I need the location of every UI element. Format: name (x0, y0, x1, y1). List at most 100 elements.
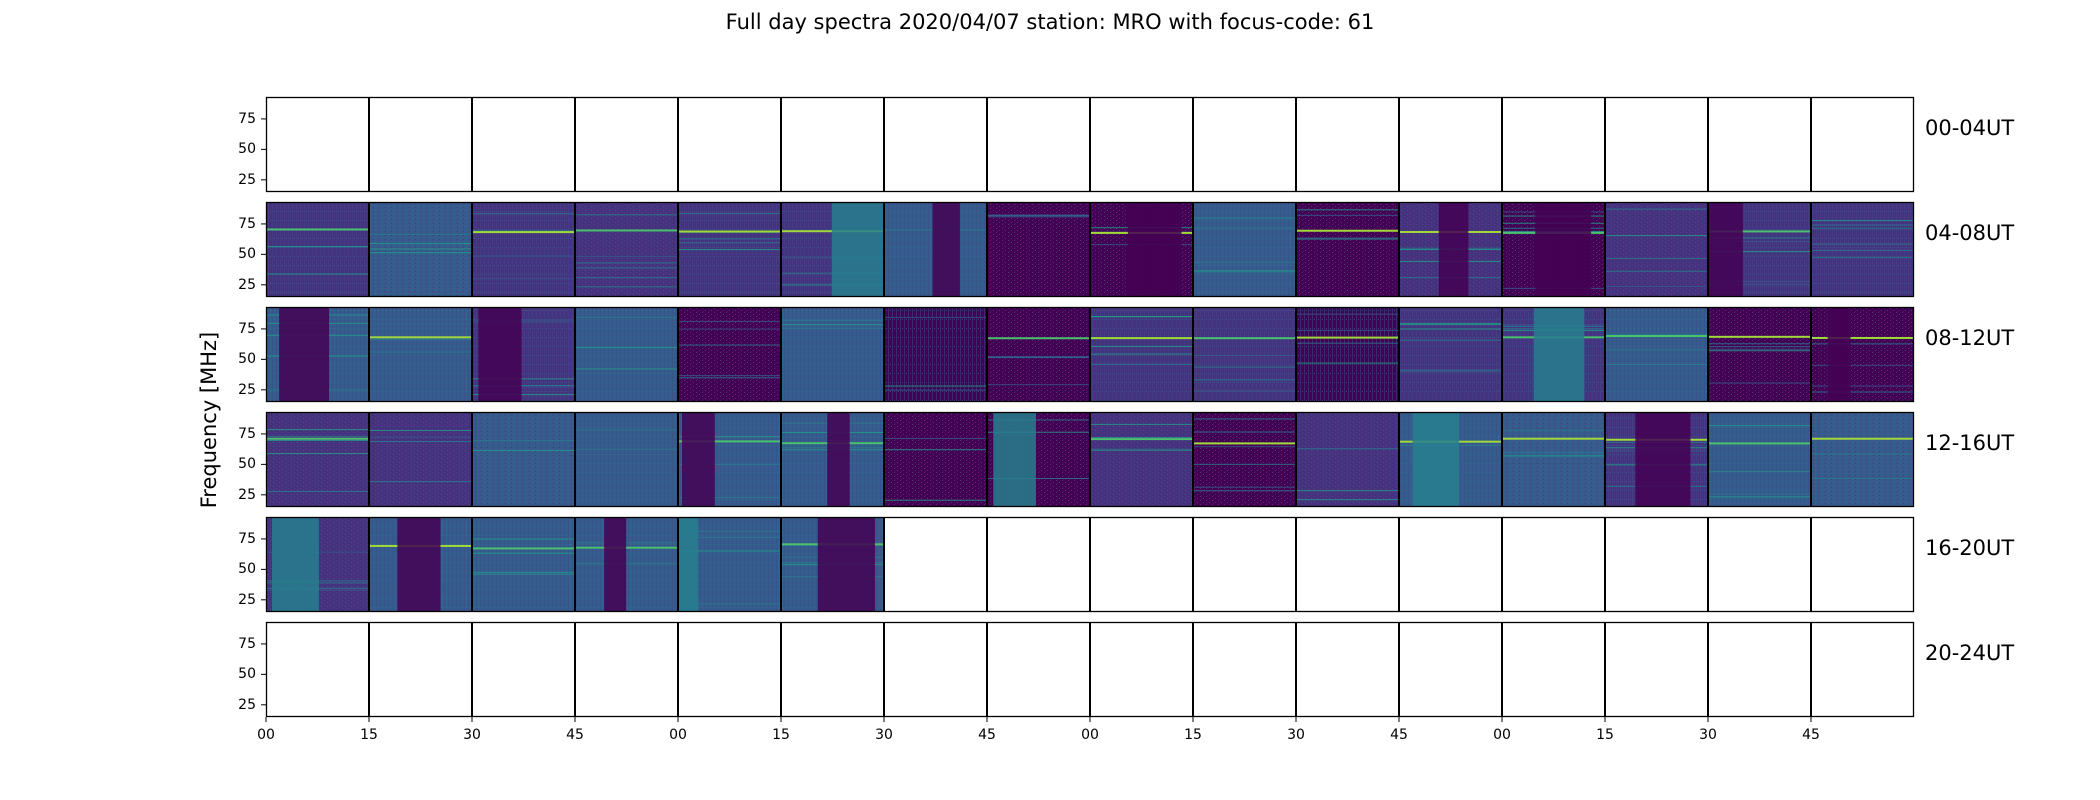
spectrum-panel (987, 202, 1090, 297)
y-tick-label: 50 (238, 666, 256, 683)
burst-block (1127, 202, 1182, 297)
interference-line (1193, 463, 1296, 465)
interference-line (1811, 224, 1914, 226)
interference-line (1090, 437, 1193, 439)
interference-line (266, 453, 369, 455)
interference-line (1399, 328, 1502, 330)
spectrum-panel (781, 307, 884, 402)
interference-line (884, 385, 987, 387)
y-tick-label: 75 (238, 635, 256, 652)
y-tick-label: 25 (238, 486, 256, 503)
interference-line (987, 356, 1090, 358)
x-tick-label: 15 (360, 727, 378, 743)
spectrum-panel (1605, 412, 1708, 507)
carrier-line (678, 440, 781, 443)
x-tick-label: 45 (1390, 727, 1408, 743)
interference-line (1399, 339, 1502, 341)
burst-block (271, 517, 319, 612)
interference-line (1502, 455, 1605, 457)
interference-line (575, 286, 678, 288)
x-tick-label: 15 (772, 727, 790, 743)
spectrum-panel (678, 412, 781, 507)
interference-line (472, 583, 575, 585)
interference-line (678, 249, 781, 251)
panel-frame (678, 97, 781, 192)
interference-line (1708, 493, 1811, 495)
interference-line (781, 319, 884, 321)
spectrum-panel (1193, 412, 1296, 507)
y-tick-label: 25 (238, 276, 256, 293)
interference-line (1193, 271, 1296, 273)
panel-frame (472, 622, 575, 717)
interference-line (369, 440, 472, 442)
spectrum-panel (1090, 307, 1193, 402)
burst-block (817, 517, 875, 612)
interference-line (472, 255, 575, 257)
burst-block (397, 517, 441, 612)
interference-line (369, 323, 472, 325)
panel-frame (575, 97, 678, 192)
panel-texture (472, 517, 575, 612)
interference-line (1605, 333, 1708, 335)
interference-line (1193, 418, 1296, 420)
burst-block (1827, 307, 1851, 402)
interference-line (472, 444, 575, 446)
panel-frame (1193, 622, 1296, 717)
panel-frame (1399, 97, 1502, 192)
interference-line (987, 214, 1090, 216)
carrier-line (575, 229, 678, 232)
interference-line (1399, 371, 1502, 373)
spectrum-panel (884, 412, 987, 507)
interference-line (472, 378, 575, 380)
x-tick-label: 30 (875, 727, 893, 743)
burst-block (932, 202, 960, 297)
panel-frame (1399, 622, 1502, 717)
panel-texture (575, 202, 678, 297)
interference-line (575, 214, 678, 216)
interference-line (1708, 241, 1811, 243)
spectrum-panel (1811, 202, 1914, 297)
y-tick-label: 75 (238, 530, 256, 547)
spectrum-panel (1708, 412, 1811, 507)
panel-frame (1811, 97, 1914, 192)
interference-line (884, 316, 987, 318)
spectrum-panel (266, 412, 369, 507)
interference-line (369, 430, 472, 432)
interference-line (575, 448, 678, 450)
interference-line (1296, 362, 1399, 364)
interference-line (1811, 257, 1914, 259)
spectrum-panel (1605, 307, 1708, 402)
carrier-line (1502, 437, 1605, 440)
interference-line (575, 464, 678, 466)
burst-block (831, 202, 886, 297)
spectrum-panel (369, 202, 472, 297)
y-tick-label: 75 (238, 110, 256, 127)
interference-line (1090, 345, 1193, 347)
interference-line (266, 246, 369, 248)
spectrum-panel (1502, 202, 1605, 297)
interference-line (1296, 342, 1399, 344)
interference-line (472, 573, 575, 575)
interference-line (1296, 499, 1399, 501)
panel-frame (1399, 517, 1502, 612)
spectrum-panel (781, 202, 886, 297)
interference-line (266, 273, 369, 275)
y-tick-label: 25 (238, 591, 256, 608)
carrier-line (266, 228, 369, 231)
interference-line (369, 436, 472, 438)
x-tick-label: 30 (1699, 727, 1717, 743)
interference-line (1605, 363, 1708, 365)
panel-frame (1090, 517, 1193, 612)
interference-line (369, 252, 472, 254)
panel-frame (987, 622, 1090, 717)
row-label-12-16: 12-16UT (1925, 431, 2015, 455)
burst-block (604, 517, 627, 612)
interference-line (678, 375, 781, 377)
interference-line (472, 440, 575, 442)
carrier-line (1193, 337, 1296, 340)
interference-line (1811, 467, 1914, 469)
interference-line (1296, 313, 1399, 315)
y-tick-label: 50 (238, 456, 256, 473)
interference-line (575, 368, 678, 370)
